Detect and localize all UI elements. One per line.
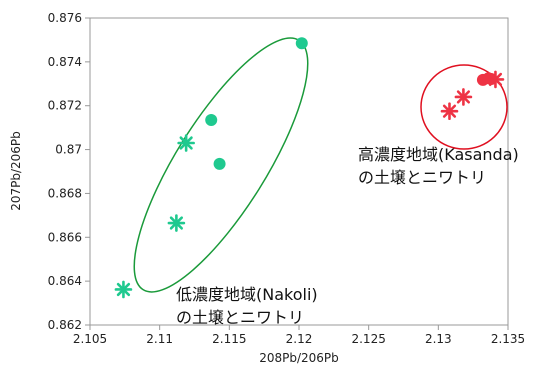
x-tick-label: 2.115	[212, 332, 246, 346]
x-axis-title: 208Pb/206Pb	[259, 351, 339, 365]
y-tick-label: 0.868	[48, 186, 82, 200]
point-asterisk	[486, 70, 505, 89]
x-tick-label: 2.105	[73, 332, 107, 346]
axes: 2.105 2.11 2.115 2.12 2.125 2.13 2.135 0.862 0.8…	[48, 11, 526, 346]
group-label-high-line2: の土壌とニワトリ	[358, 168, 486, 187]
point-circle	[213, 157, 226, 170]
point-circle	[205, 113, 218, 126]
x-tick-label: 2.13	[425, 332, 452, 346]
y-tick-label: 0.87	[55, 143, 82, 157]
y-tick-label: 0.876	[48, 11, 82, 25]
x-tick-label: 2.125	[351, 332, 385, 346]
point-asterisk	[440, 102, 459, 120]
y-tick-label: 0.864	[48, 274, 82, 288]
group-label-low-line2: の土壌とニワトリ	[176, 308, 304, 327]
plot-area	[89, 17, 509, 326]
group-label-high-line1: 高濃度地域(Kasanda)	[358, 145, 519, 164]
y-tick-label: 0.872	[48, 99, 82, 113]
x-tick-label: 2.135	[491, 332, 525, 346]
y-tick-label: 0.874	[48, 55, 82, 69]
x-tick-label: 2.11	[146, 332, 173, 346]
group-label-low-line1: 低濃度地域(Nakoli)	[176, 285, 318, 304]
y-axis-title: 207Pb/206Pb	[9, 131, 23, 211]
point-asterisk	[167, 214, 186, 232]
point-asterisk	[454, 88, 473, 106]
group-ellipse-high	[420, 64, 508, 150]
point-asterisk	[114, 280, 133, 299]
y-tick-label: 0.862	[48, 318, 82, 332]
point-circle	[295, 37, 308, 50]
point-asterisk	[177, 134, 195, 152]
y-tick-label: 0.866	[48, 230, 82, 244]
x-tick-label: 2.12	[286, 332, 313, 346]
data-points	[114, 37, 505, 299]
